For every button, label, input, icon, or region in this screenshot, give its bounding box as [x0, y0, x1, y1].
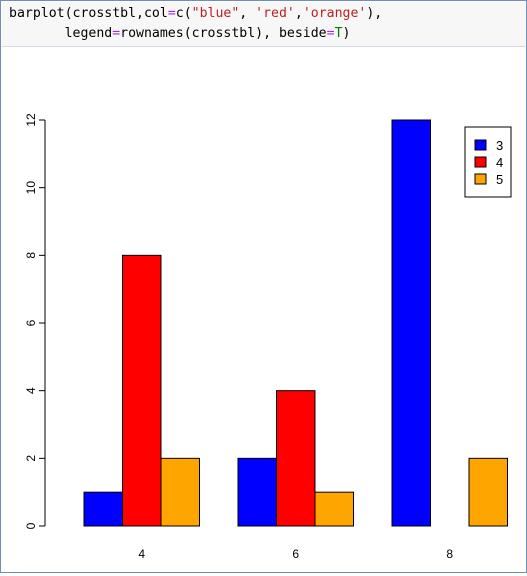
y-tick-label: 10 [24, 181, 38, 195]
bar [160, 457, 200, 527]
x-tick-label: 6 [292, 547, 299, 561]
legend-box [464, 126, 512, 198]
code-token: = [326, 26, 335, 41]
code-token: ) [342, 26, 351, 41]
x-axis-labels: 4 6 8 [138, 547, 453, 561]
code-line-2: legend=rownames(crosstbl), beside=T) [9, 24, 525, 44]
legend-swatch [474, 139, 487, 151]
code-line-1: barplot(crosstbl,col=c("blue", 'red','or… [9, 4, 525, 24]
bar [237, 457, 277, 527]
code-token: c( [175, 6, 192, 21]
bar [391, 119, 431, 527]
bar [122, 254, 162, 527]
code-token: rownames(crosstbl), beside [120, 26, 327, 41]
bar-chart: 0 2 4 6 8 10 12 4 6 8 3 4 5 [24, 113, 512, 561]
bars [83, 119, 508, 527]
code-token: , [294, 6, 303, 21]
bar [276, 390, 316, 527]
legend-label: 3 [496, 138, 503, 153]
legend: 3 4 5 [464, 126, 512, 198]
bar [314, 491, 354, 527]
code-token: , [239, 6, 256, 21]
code-token: = [167, 6, 176, 21]
y-tick-label: 4 [24, 387, 38, 394]
code-token: ), [366, 6, 383, 21]
code-string: "blue" [191, 6, 240, 21]
code-cell[interactable]: barplot(crosstbl,col=c("blue", 'red','or… [2, 2, 525, 47]
code-indent [9, 26, 65, 41]
y-axis: 0 2 4 6 8 10 12 [24, 113, 46, 529]
legend-label: 4 [496, 155, 503, 170]
y-tick-label: 2 [24, 455, 38, 462]
code-token: barplot [9, 6, 65, 21]
bar [468, 457, 508, 527]
code-token: (crosstbl,col [64, 6, 168, 21]
code-string: 'red' [255, 6, 295, 21]
legend-swatch [474, 156, 487, 168]
code-keyword: T [334, 26, 343, 41]
cell-output: 0 2 4 6 8 10 12 4 6 8 3 4 5 [2, 48, 525, 571]
x-tick-label: 4 [138, 547, 145, 561]
bar [83, 491, 123, 527]
legend-swatch [474, 173, 487, 185]
y-tick-label: 8 [24, 252, 38, 259]
x-tick-label: 8 [446, 547, 453, 561]
code-token: = [112, 26, 121, 41]
legend-label: 5 [496, 172, 503, 187]
code-string: 'orange' [302, 6, 367, 21]
y-tick-label: 6 [24, 319, 38, 326]
y-tick-label: 0 [24, 522, 38, 529]
y-tick-label: 12 [24, 113, 38, 127]
code-token: legend [64, 26, 113, 41]
